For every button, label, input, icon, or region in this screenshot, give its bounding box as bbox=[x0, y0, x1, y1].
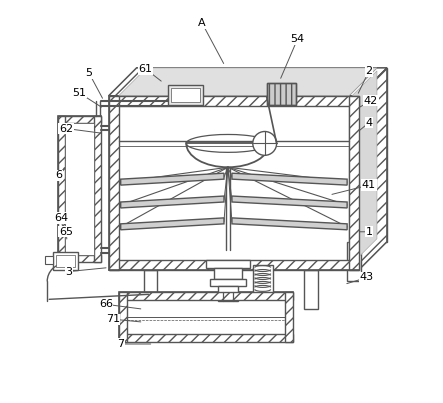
Polygon shape bbox=[120, 196, 224, 208]
Text: 65: 65 bbox=[59, 227, 73, 237]
Bar bbox=[109, 96, 359, 270]
Polygon shape bbox=[119, 68, 377, 96]
Polygon shape bbox=[232, 196, 347, 208]
Bar bbox=[171, 88, 200, 102]
Text: 5: 5 bbox=[85, 68, 93, 78]
Bar bbox=[349, 96, 359, 270]
Polygon shape bbox=[109, 68, 387, 96]
Polygon shape bbox=[232, 218, 347, 230]
Bar bbox=[210, 279, 246, 287]
Polygon shape bbox=[359, 68, 387, 270]
Polygon shape bbox=[120, 218, 224, 230]
Text: 66: 66 bbox=[99, 299, 113, 309]
Bar bbox=[304, 270, 319, 309]
Bar bbox=[53, 251, 78, 270]
Bar bbox=[109, 96, 119, 270]
Text: 1: 1 bbox=[365, 227, 373, 237]
Text: 4: 4 bbox=[365, 118, 373, 127]
Bar bbox=[45, 256, 53, 264]
Bar bbox=[267, 83, 296, 105]
Bar bbox=[58, 116, 101, 262]
Text: 71: 71 bbox=[106, 314, 120, 324]
Polygon shape bbox=[109, 68, 387, 96]
Bar bbox=[58, 255, 101, 262]
Polygon shape bbox=[232, 173, 347, 185]
Bar bbox=[119, 334, 292, 342]
Bar bbox=[56, 255, 75, 266]
Bar bbox=[144, 270, 157, 309]
Text: 6: 6 bbox=[56, 170, 62, 180]
Bar bbox=[119, 106, 349, 260]
Text: 64: 64 bbox=[54, 213, 68, 223]
Text: 2: 2 bbox=[365, 66, 373, 76]
Bar bbox=[218, 287, 238, 301]
Bar bbox=[119, 106, 349, 260]
Bar bbox=[267, 83, 296, 105]
Bar bbox=[65, 123, 94, 255]
Bar bbox=[119, 292, 292, 300]
Bar bbox=[58, 116, 101, 123]
Polygon shape bbox=[136, 68, 387, 242]
Text: 7: 7 bbox=[117, 339, 124, 349]
Bar bbox=[253, 264, 272, 294]
Bar bbox=[94, 116, 101, 262]
Bar bbox=[214, 268, 242, 279]
Bar bbox=[119, 292, 292, 342]
Text: A: A bbox=[198, 18, 206, 28]
Text: 61: 61 bbox=[139, 64, 152, 74]
Bar bbox=[58, 116, 65, 262]
Bar bbox=[119, 292, 127, 342]
Bar bbox=[206, 260, 250, 268]
Text: 43: 43 bbox=[360, 272, 374, 283]
Text: 3: 3 bbox=[66, 266, 73, 276]
Bar bbox=[109, 260, 359, 270]
Text: 51: 51 bbox=[72, 88, 86, 98]
Text: 41: 41 bbox=[362, 180, 376, 190]
Bar bbox=[168, 85, 203, 105]
Text: 62: 62 bbox=[59, 123, 73, 133]
Polygon shape bbox=[347, 242, 361, 281]
Polygon shape bbox=[349, 71, 377, 266]
Polygon shape bbox=[359, 68, 387, 270]
Bar bbox=[284, 292, 292, 342]
Text: 54: 54 bbox=[291, 34, 304, 44]
Circle shape bbox=[253, 131, 276, 155]
Bar bbox=[109, 96, 359, 106]
Polygon shape bbox=[120, 173, 224, 185]
Text: 42: 42 bbox=[364, 96, 378, 106]
